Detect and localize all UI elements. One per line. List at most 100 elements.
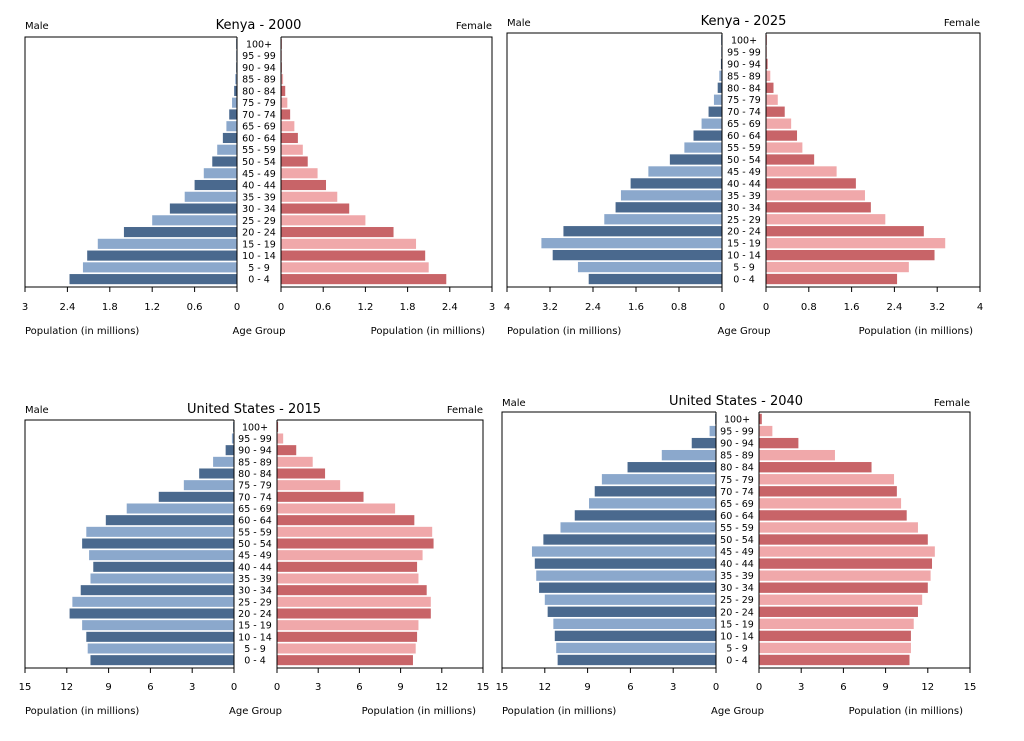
age-group-axis-label: Age Group (233, 326, 286, 337)
tick-label-left: 12 (538, 682, 551, 693)
age-group-label: 55 - 59 (242, 145, 276, 156)
age-group-label: 70 - 74 (242, 110, 276, 121)
female-bar-30-34 (277, 585, 427, 596)
male-bar-65-69 (126, 503, 234, 514)
tick-label-right: 6 (356, 682, 362, 693)
female-bar-45-49 (277, 550, 423, 561)
male-bar-80-84 (627, 462, 716, 473)
female-bar-100+ (759, 413, 762, 425)
female-bar-70-74 (277, 491, 364, 502)
tick-label-right: 9 (397, 682, 403, 693)
age-group-label: 20 - 24 (238, 609, 272, 620)
age-group-label: 5 - 9 (248, 263, 270, 274)
male-bar-15-19 (97, 238, 237, 249)
female-bar-25-29 (759, 594, 923, 605)
age-group-label: 60 - 64 (242, 133, 276, 144)
female-bar-5-9 (766, 261, 909, 273)
male-bar-30-34 (169, 203, 237, 214)
female-bar-85-89 (281, 74, 284, 85)
female-bar-60-64 (759, 510, 907, 521)
age-group-label: 70 - 74 (727, 107, 761, 118)
female-bar-50-54 (281, 156, 308, 167)
female-bar-70-74 (281, 109, 291, 120)
female-bar-0-4 (281, 274, 447, 285)
tick-label-left: 0.6 (187, 302, 203, 313)
chart-title: United States - 2015 (187, 402, 321, 417)
male-bar-45-49 (203, 168, 237, 179)
female-bar-75-79 (277, 480, 341, 491)
x-axis-label-female: Population (in millions) (371, 326, 485, 337)
age-group-label: 45 - 49 (720, 547, 754, 558)
age-group-label: 80 - 84 (727, 83, 761, 94)
female-bar-5-9 (281, 262, 429, 273)
male-bar-5-9 (556, 642, 716, 654)
female-bar-20-24 (277, 608, 431, 619)
female-bar-65-69 (277, 503, 396, 514)
male-bar-0-4 (90, 655, 234, 666)
age-group-label: 20 - 24 (727, 227, 761, 238)
male-label: Male (25, 21, 49, 32)
tick-label-right: 3 (798, 682, 804, 693)
age-group-label: 35 - 39 (238, 574, 272, 585)
female-bar-60-64 (277, 515, 415, 526)
female-bar-20-24 (766, 226, 924, 237)
female-bar-40-44 (759, 558, 933, 569)
age-group-axis-label: Age Group (711, 706, 764, 717)
age-group-label: 100+ (731, 35, 757, 46)
tick-label-right: 0 (756, 682, 762, 693)
age-group-axis-label: Age Group (229, 706, 282, 717)
age-group-label: 45 - 49 (727, 167, 761, 178)
age-group-label: 0 - 4 (248, 275, 270, 286)
age-group-label: 30 - 34 (242, 204, 276, 215)
age-group-label: 40 - 44 (242, 181, 276, 192)
male-bar-5-9 (87, 643, 234, 654)
tick-label-right: 12 (921, 682, 934, 693)
female-bar-15-19 (277, 620, 419, 631)
pyramid-chart-3: United States - 2015 Male Female 0 - 45 - 9… (19, 402, 490, 717)
tick-label-left: 6 (627, 682, 633, 693)
age-group-label: 80 - 84 (242, 86, 276, 97)
age-group-label: 10 - 14 (727, 251, 761, 262)
male-bar-20-24 (547, 606, 716, 617)
male-bar-20-24 (123, 227, 237, 238)
pyramid-chart-4: United States - 2040 Male Female 0 - 45 - 9… (496, 394, 977, 717)
age-group-label: 55 - 59 (238, 527, 272, 538)
female-bar-55-59 (766, 142, 803, 153)
male-bar-85-89 (661, 449, 716, 461)
age-group-label: 10 - 14 (720, 631, 754, 642)
male-bar-20-24 (69, 608, 234, 619)
x-axis-label-male: Population (in millions) (25, 706, 139, 717)
female-bar-55-59 (281, 144, 303, 155)
male-bar-0-4 (588, 273, 722, 285)
age-group-label: 40 - 44 (727, 179, 761, 190)
age-group-label: 55 - 59 (727, 143, 761, 154)
female-bar-55-59 (277, 526, 433, 537)
male-bar-5-9 (82, 262, 238, 273)
female-bar-10-14 (277, 631, 418, 642)
tick-label-left: 3 (189, 682, 195, 693)
male-bar-95-99 (709, 425, 716, 437)
right-plot-frame (280, 36, 493, 288)
female-bar-35-39 (766, 190, 865, 201)
female-bar-0-4 (277, 655, 413, 666)
age-group-label: 20 - 24 (242, 228, 276, 239)
male-bar-55-59 (684, 142, 722, 153)
tick-label-left: 1.8 (102, 302, 118, 313)
male-bar-75-79 (713, 94, 722, 105)
male-bar-80-84 (717, 82, 722, 93)
female-bar-75-79 (281, 97, 288, 108)
female-bar-90-94 (759, 437, 799, 449)
tick-label-right: 2.4 (442, 302, 458, 313)
age-group-label: 30 - 34 (727, 203, 761, 214)
age-group-axis-label: Age Group (718, 326, 771, 337)
male-bar-75-79 (601, 474, 716, 485)
male-bar-30-34 (615, 202, 722, 213)
female-bar-85-89 (277, 456, 313, 467)
tick-label-right: 1.6 (844, 302, 860, 313)
male-bar-10-14 (554, 630, 716, 642)
age-group-label: 35 - 39 (720, 571, 754, 582)
female-bar-65-69 (759, 498, 902, 509)
age-group-label: 90 - 94 (720, 439, 754, 450)
age-group-label: 15 - 19 (238, 621, 272, 632)
